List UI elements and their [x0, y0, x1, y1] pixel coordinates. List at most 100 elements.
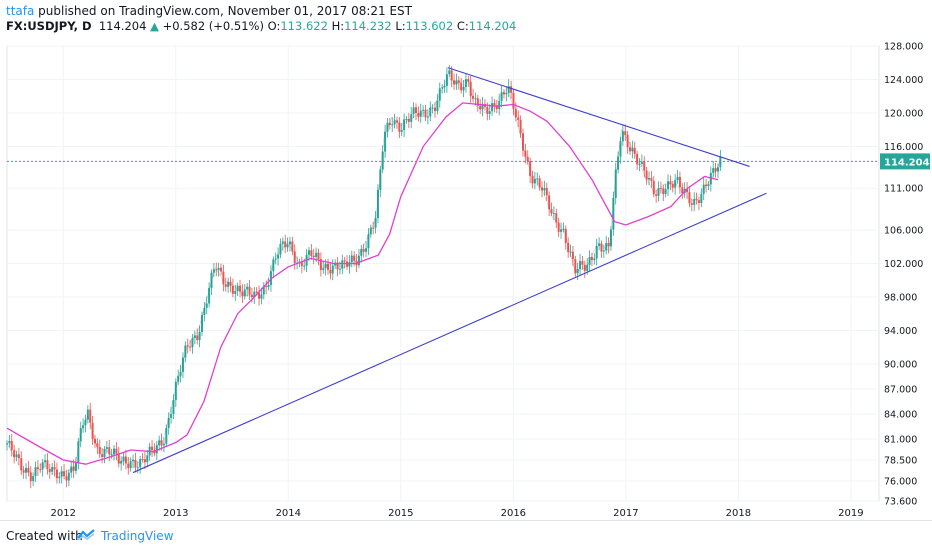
open-value: 113.622: [280, 19, 328, 33]
candle-body: [533, 178, 536, 184]
candle-body: [652, 180, 655, 195]
candle-body: [98, 446, 101, 455]
candle-body: [536, 178, 539, 180]
candle-body: [315, 252, 318, 258]
candle-body: [552, 213, 555, 215]
candle-body: [593, 258, 596, 261]
candle-body: [619, 141, 622, 157]
candle-body: [376, 189, 379, 219]
candle-body: [633, 147, 636, 154]
candle-body: [241, 291, 244, 297]
candle-body: [348, 262, 351, 267]
candle-body: [303, 265, 306, 267]
y-tick-label: 98.000: [884, 292, 917, 303]
close-label: C:: [456, 19, 469, 33]
candle-body: [288, 241, 291, 245]
candle-body: [686, 188, 689, 193]
candle-body: [695, 199, 698, 201]
candle-body: [158, 440, 161, 446]
candle-body: [460, 82, 463, 91]
candle-body: [372, 227, 375, 229]
candle-body: [379, 169, 382, 190]
candle-body: [697, 200, 700, 203]
candle-body: [362, 248, 365, 252]
candle-body: [524, 150, 527, 157]
candle-body: [229, 281, 232, 286]
publish-info: published on TradingView.com, November 0…: [38, 4, 413, 18]
candle-body: [243, 289, 246, 297]
candle-body: [564, 228, 567, 243]
candle-body: [400, 130, 403, 132]
candle-body: [714, 168, 717, 172]
candle-body: [224, 284, 227, 287]
candle-body: [172, 399, 175, 415]
candle-body: [605, 243, 608, 251]
candle-body: [707, 184, 710, 187]
candle-body: [234, 291, 237, 294]
tradingview-logo-icon[interactable]: [77, 529, 95, 541]
price-chart[interactable]: 2012 2013 2014 2015 2016 2017 2018 2019 128.000 1…: [0, 40, 932, 520]
candles: [6, 65, 722, 489]
candle-body: [488, 111, 491, 114]
candle-body: [550, 209, 553, 214]
candle-body: [384, 131, 387, 152]
candle-body: [53, 467, 56, 470]
y-tick-label: 76.000: [884, 476, 917, 487]
candle-body: [212, 269, 215, 273]
open-label: O:: [267, 19, 281, 33]
x-tick-label: 2019: [838, 508, 863, 519]
candle-body: [436, 100, 439, 112]
candle-body: [115, 448, 118, 454]
candle-body: [678, 176, 681, 188]
candle-body: [638, 163, 641, 165]
candle-body: [120, 460, 123, 464]
x-tick-label: 2015: [388, 508, 413, 519]
candle-body: [63, 471, 66, 477]
candle-body: [531, 176, 534, 184]
current-price-badge: [880, 153, 930, 170]
candle-body: [105, 447, 108, 450]
candle-body: [141, 458, 144, 460]
candle-body: [258, 292, 261, 299]
candle-body: [386, 122, 389, 132]
candle-body: [177, 375, 180, 382]
candle-body: [27, 467, 30, 473]
candle-body: [60, 471, 63, 477]
candle-body: [567, 242, 570, 253]
high-value: 114.232: [344, 19, 392, 33]
candle-body: [336, 262, 339, 270]
candle-body: [607, 243, 610, 247]
candle-body: [208, 287, 211, 304]
ohlc-legend: FX:USDJPY, D 114.204 ▲ +0.582 (+0.51%) O…: [6, 19, 516, 33]
candle-body: [538, 178, 541, 188]
candle-body: [464, 79, 467, 88]
candle-body: [590, 257, 593, 261]
candle-body: [614, 169, 617, 199]
candle-body: [648, 177, 651, 180]
candle-body: [274, 258, 277, 260]
candle-body: [374, 218, 377, 228]
candle-body: [13, 450, 16, 458]
candle-body: [72, 466, 75, 471]
candle-body: [127, 463, 130, 469]
candle-body: [255, 291, 258, 293]
author-link[interactable]: ttafa: [6, 4, 35, 18]
y-tick-label: 128.000: [884, 42, 923, 53]
candle-body: [467, 79, 470, 82]
candle-body: [84, 419, 87, 426]
tradingview-brand-link[interactable]: TradingView: [101, 529, 174, 543]
candle-body: [574, 259, 577, 274]
candle-body: [39, 469, 42, 471]
candle-body: [222, 271, 225, 285]
candle-body: [414, 107, 417, 113]
plot-area: [6, 45, 880, 502]
candle-body: [628, 147, 631, 152]
candle-body: [626, 134, 629, 148]
change-value: +0.582 (+0.51%): [162, 19, 264, 33]
candle-body: [405, 118, 408, 120]
candle-body: [353, 255, 356, 261]
candle-body: [281, 241, 284, 244]
candle-body: [77, 441, 80, 463]
candle-body: [519, 120, 522, 134]
candle-body: [481, 103, 484, 110]
